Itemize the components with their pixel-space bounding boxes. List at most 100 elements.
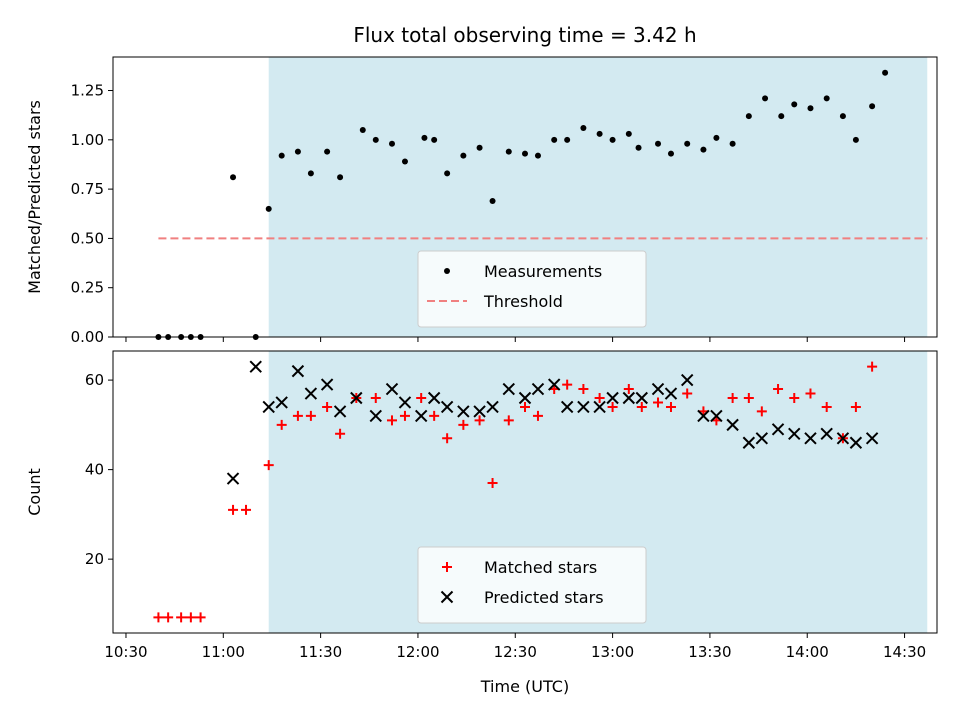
data-point: [265, 205, 272, 212]
data-point: [850, 401, 861, 412]
data-point: [867, 361, 878, 372]
data-point: [474, 415, 485, 426]
data-point: [291, 364, 305, 378]
y-tick-label: 40: [85, 461, 104, 479]
x-tick-label: 14:00: [786, 643, 829, 661]
data-point: [562, 379, 573, 390]
data-point: [431, 136, 438, 143]
x-tick-label: 12:30: [494, 643, 537, 661]
legend-label: Measurements: [484, 262, 602, 281]
data-point: [791, 101, 798, 108]
data-point: [534, 152, 541, 159]
chart-title: Flux total observing time = 3.42 h: [353, 23, 696, 47]
data-point: [636, 401, 647, 412]
data-point: [304, 387, 318, 400]
axes-frame: [112, 350, 938, 634]
data-point: [473, 405, 486, 418]
data-point: [401, 158, 408, 165]
data-point: [635, 144, 642, 151]
data-point: [322, 401, 333, 412]
legend-box: [417, 250, 647, 328]
data-point: [276, 419, 287, 430]
data-point: [278, 152, 285, 159]
data-point: [444, 170, 451, 177]
x-tick-label: 14:30: [883, 643, 926, 661]
series-measurements: [155, 69, 889, 340]
data-point: [476, 144, 483, 151]
y-tick-label: 1.25: [71, 82, 104, 100]
data-point: [337, 174, 344, 181]
data-point: [502, 382, 515, 396]
data-point: [635, 391, 648, 405]
y-axis-label: Matched/Predicted stars: [25, 100, 44, 294]
x-tick-label: 11:00: [202, 643, 245, 661]
bottom-panel: 20 40 60 10:30 11:00 11:30 12:00 12:30 13:00 13:3…: [25, 350, 938, 661]
data-point: [655, 140, 662, 147]
data-point: [486, 400, 499, 414]
data-point: [230, 174, 237, 181]
data-point: [320, 378, 334, 391]
data-point: [756, 406, 767, 417]
series-predicted-stars: [226, 360, 879, 485]
data-point: [372, 136, 379, 143]
data-point: [503, 415, 514, 426]
legend-marker: [444, 268, 450, 274]
data-point: [458, 419, 469, 430]
y-tick-label: 0.25: [71, 279, 104, 297]
data-point: [651, 382, 665, 396]
data-point: [807, 105, 814, 112]
data-point: [684, 140, 691, 147]
data-point: [664, 387, 678, 400]
data-point: [773, 384, 784, 395]
data-point: [429, 410, 440, 421]
data-point: [489, 197, 496, 204]
x-tick-label: 10:30: [104, 643, 147, 661]
data-point: [665, 401, 676, 412]
data-point: [788, 427, 801, 441]
data-point: [622, 391, 636, 405]
data-point: [865, 432, 879, 445]
data-point: [680, 373, 694, 387]
data-point: [771, 423, 785, 436]
x-tick-label: 12:00: [396, 643, 439, 661]
data-point: [778, 113, 785, 120]
data-point: [421, 134, 428, 141]
data-point: [820, 427, 833, 441]
data-point: [335, 428, 346, 439]
data-point: [593, 400, 606, 414]
data-point: [742, 436, 756, 449]
data-point: [241, 504, 252, 515]
data-point: [804, 432, 817, 445]
data-point: [520, 401, 530, 412]
data-point: [427, 391, 441, 405]
data-point: [440, 400, 454, 414]
data-point: [153, 612, 164, 623]
data-point: [609, 136, 616, 143]
data-point: [324, 148, 331, 155]
data-point: [852, 136, 859, 143]
data-point: [350, 391, 363, 405]
data-point: [789, 393, 800, 403]
data-point: [667, 150, 674, 157]
data-point: [228, 504, 239, 515]
data-point: [359, 126, 366, 133]
legend-label: Predicted stars: [484, 588, 604, 607]
data-point: [836, 432, 850, 445]
data-point: [762, 95, 769, 102]
data-point: [505, 148, 512, 155]
y-tick-label: 20: [85, 550, 104, 568]
data-point: [849, 436, 863, 449]
legend: Matched stars Predicted stars: [417, 546, 647, 624]
data-point: [727, 393, 738, 403]
data-point: [755, 432, 769, 445]
data-point: [442, 433, 453, 444]
data-point: [743, 393, 754, 403]
data-point: [522, 150, 528, 157]
axes-frame: [112, 56, 938, 338]
data-point: [531, 382, 545, 396]
data-point: [386, 415, 397, 426]
x-tick-label: 13:30: [688, 643, 731, 661]
data-point: [596, 130, 603, 137]
data-point: [823, 95, 830, 102]
